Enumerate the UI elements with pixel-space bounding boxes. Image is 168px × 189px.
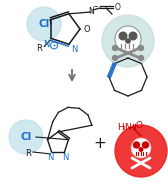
Circle shape bbox=[102, 15, 154, 67]
Circle shape bbox=[138, 46, 143, 50]
Circle shape bbox=[126, 39, 130, 43]
Circle shape bbox=[27, 7, 61, 41]
Text: O: O bbox=[83, 25, 90, 33]
Text: −: − bbox=[92, 4, 98, 10]
Text: +: + bbox=[94, 136, 106, 152]
Circle shape bbox=[115, 125, 167, 177]
Circle shape bbox=[9, 120, 43, 154]
Text: N: N bbox=[88, 6, 94, 15]
Circle shape bbox=[139, 148, 143, 151]
Text: H: H bbox=[117, 122, 124, 132]
Text: N: N bbox=[47, 153, 54, 162]
Text: Cl: Cl bbox=[20, 132, 32, 142]
Circle shape bbox=[134, 142, 139, 148]
Text: N: N bbox=[62, 153, 69, 162]
Circle shape bbox=[115, 26, 141, 52]
Circle shape bbox=[131, 138, 151, 158]
Circle shape bbox=[142, 142, 149, 148]
Text: +: + bbox=[51, 43, 57, 48]
Circle shape bbox=[113, 56, 117, 60]
Text: R: R bbox=[36, 44, 42, 53]
Circle shape bbox=[119, 32, 127, 40]
Text: O: O bbox=[136, 121, 143, 129]
Text: Cl: Cl bbox=[38, 19, 50, 29]
Text: 2: 2 bbox=[122, 126, 126, 132]
Text: N: N bbox=[71, 45, 77, 54]
Circle shape bbox=[129, 32, 137, 40]
Text: N: N bbox=[124, 122, 131, 132]
Text: N: N bbox=[43, 40, 49, 49]
Text: R: R bbox=[25, 149, 31, 157]
Circle shape bbox=[138, 56, 143, 60]
Circle shape bbox=[113, 46, 117, 50]
Text: O: O bbox=[115, 4, 121, 12]
